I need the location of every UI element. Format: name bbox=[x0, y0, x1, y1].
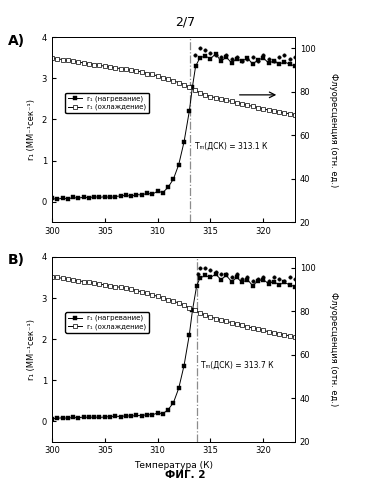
Text: Tₘ(ДСК) = 313.7 К: Tₘ(ДСК) = 313.7 К bbox=[201, 361, 273, 370]
Text: A): A) bbox=[8, 34, 25, 48]
X-axis label: Температура (К): Температура (К) bbox=[134, 461, 213, 470]
Y-axis label: r₁ (ММ⁻¹сек⁻¹): r₁ (ММ⁻¹сек⁻¹) bbox=[27, 319, 36, 380]
Y-axis label: Флуоресценция (отн. ед.): Флуоресценция (отн. ед.) bbox=[329, 292, 338, 406]
Legend: r₁ (нагревание), r₁ (охлаждение): r₁ (нагревание), r₁ (охлаждение) bbox=[65, 93, 149, 113]
Text: B): B) bbox=[8, 253, 25, 267]
Text: ФИГ. 2: ФИГ. 2 bbox=[165, 470, 206, 480]
Text: Tₘ(ДСК) = 313.1 К: Tₘ(ДСК) = 313.1 К bbox=[194, 141, 267, 150]
Legend: r₁ (нагревание), r₁ (охлаждение): r₁ (нагревание), r₁ (охлаждение) bbox=[65, 312, 149, 333]
Text: 2/7: 2/7 bbox=[175, 16, 196, 29]
Y-axis label: r₁ (ММ⁻¹сек⁻¹): r₁ (ММ⁻¹сек⁻¹) bbox=[27, 99, 36, 160]
Y-axis label: Флуоресценция (отн. ед.): Флуоресценция (отн. ед.) bbox=[329, 73, 338, 187]
